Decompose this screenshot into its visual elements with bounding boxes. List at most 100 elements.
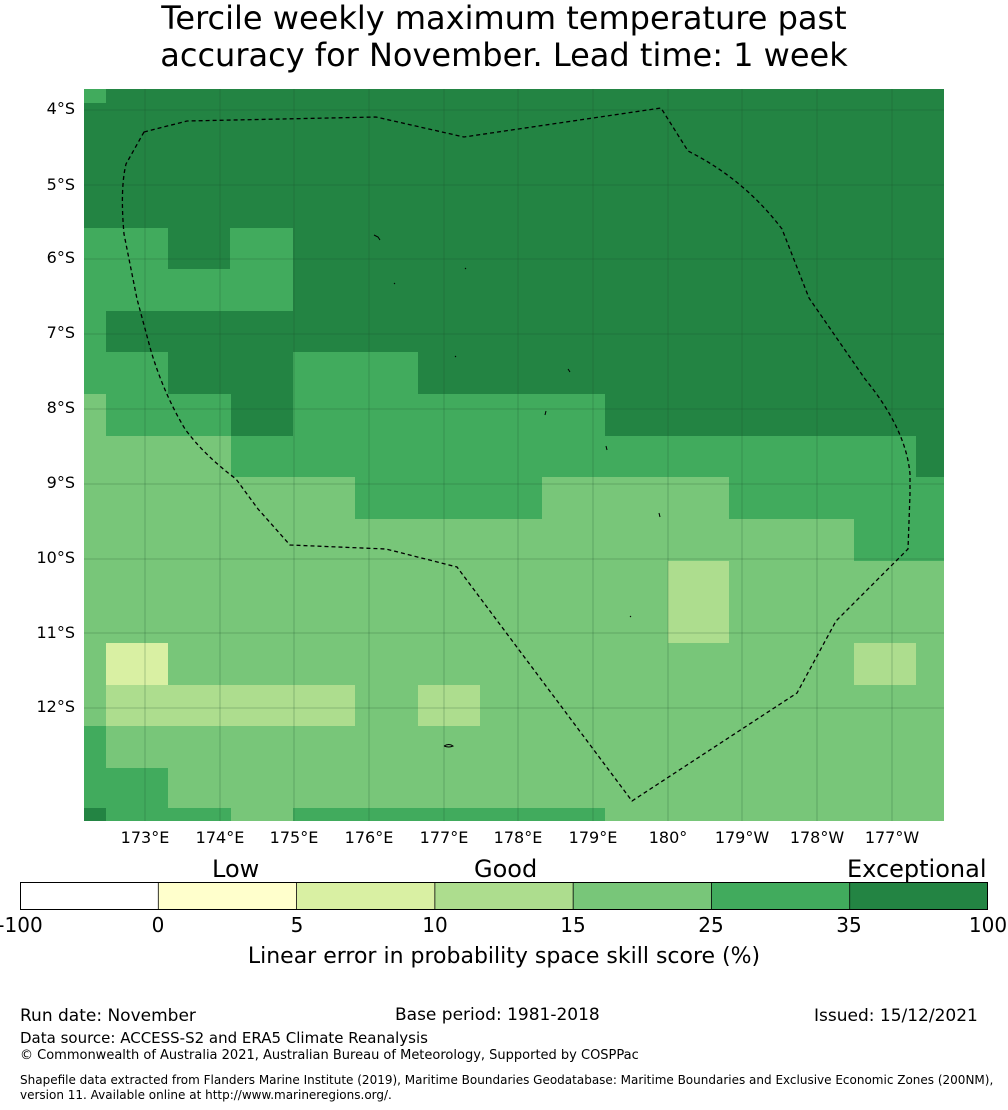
skill-cell xyxy=(854,643,916,685)
skill-cell xyxy=(293,394,605,436)
skill-cell xyxy=(231,436,916,477)
colorbar-swatch xyxy=(158,882,298,910)
island xyxy=(443,744,454,748)
skill-cell xyxy=(916,436,944,477)
lon-label: 179°W xyxy=(714,828,770,847)
lat-label: 11°S xyxy=(36,623,75,642)
island xyxy=(605,445,608,451)
chart-title-line-2: accuracy for November. Lead time: 1 week xyxy=(160,36,848,74)
skill-cell xyxy=(168,352,293,394)
lon-label: 180° xyxy=(648,828,688,847)
lat-label: 7°S xyxy=(46,323,75,342)
islands xyxy=(373,234,661,748)
island xyxy=(544,410,547,416)
lat-label: 12°S xyxy=(36,697,75,716)
issued-date: Issued: 15/12/2021 xyxy=(814,1006,978,1026)
skill-cell xyxy=(168,269,293,311)
colorbar-label: Linear error in probability space skill … xyxy=(247,944,761,969)
map-canvas xyxy=(84,89,944,821)
skill-cell xyxy=(605,394,944,436)
colorbar-tick: 25 xyxy=(698,913,724,937)
skill-cell xyxy=(293,311,944,352)
colorbar xyxy=(20,882,988,910)
lon-label: 178°E xyxy=(493,828,543,847)
run-date: Run date: November xyxy=(20,1006,196,1026)
skill-cell xyxy=(84,103,106,228)
lon-label: 179°E xyxy=(568,828,618,847)
lon-label: 177°E xyxy=(419,828,469,847)
lat-label: 5°S xyxy=(46,175,75,194)
skill-cell xyxy=(418,352,944,394)
skill-cell xyxy=(293,228,944,311)
colorbar-tick: 0 xyxy=(151,913,165,937)
lat-label: 8°S xyxy=(46,398,75,417)
skill-cell xyxy=(106,311,293,352)
island xyxy=(373,234,381,241)
lon-label: 177°W xyxy=(864,828,920,847)
skill-cell xyxy=(542,477,729,519)
lat-label: 6°S xyxy=(46,248,75,267)
skill-cell xyxy=(84,768,168,808)
colorbar-swatch xyxy=(849,882,988,910)
eez-boundary xyxy=(121,107,911,802)
colorbar-tick: 10 xyxy=(422,913,448,937)
skill-cell xyxy=(84,808,106,821)
lon-label: 178°W xyxy=(789,828,845,847)
skill-cell xyxy=(168,228,230,269)
island xyxy=(629,615,632,618)
lat-label: 9°S xyxy=(46,473,75,492)
skill-cell xyxy=(84,394,106,436)
colorbar-tick: 35 xyxy=(836,913,862,937)
skill-cell xyxy=(854,519,944,561)
skill-cell xyxy=(84,311,106,352)
skill-cell xyxy=(293,808,605,821)
colorbar-swatch xyxy=(296,882,436,910)
skill-cell xyxy=(106,394,231,436)
island xyxy=(454,355,457,358)
copyright: © Commonwealth of Australia 2021, Austra… xyxy=(20,1048,639,1063)
lon-label: 176°E xyxy=(344,828,394,847)
skill-cell xyxy=(84,436,231,477)
colorbar-swatch xyxy=(20,882,159,910)
skill-cell xyxy=(230,228,293,269)
island xyxy=(464,267,467,270)
skill-cell xyxy=(84,477,355,519)
island xyxy=(567,368,571,373)
skill-cell xyxy=(84,726,106,768)
island xyxy=(658,512,661,518)
colorbar-swatch xyxy=(711,882,851,910)
skill-cell xyxy=(729,477,944,519)
lon-label: 175°E xyxy=(269,828,319,847)
skill-cell xyxy=(231,394,293,436)
colorbar-swatch xyxy=(434,882,574,910)
category-exceptional-label: Exceptional xyxy=(847,855,987,883)
lat-label: 10°S xyxy=(36,548,75,567)
colorbar-tick: 15 xyxy=(560,913,586,937)
skill-cells xyxy=(84,89,944,821)
skill-cell xyxy=(418,685,480,726)
data-source: Data source: ACCESS-S2 and ERA5 Climate … xyxy=(20,1029,428,1047)
skill-cell xyxy=(84,519,854,561)
gridlines xyxy=(84,89,944,821)
island xyxy=(393,282,396,285)
skill-cell xyxy=(668,561,729,643)
skill-cell xyxy=(106,685,355,726)
category-low-label: Low xyxy=(212,855,260,883)
colorbar-tick: 100 xyxy=(968,913,1008,937)
skill-cell xyxy=(293,352,418,394)
colorbar-swatch xyxy=(573,882,712,910)
skill-cell xyxy=(106,643,168,685)
skill-cell xyxy=(84,228,168,311)
lon-label: 173°E xyxy=(120,828,170,847)
skill-cell xyxy=(106,89,944,228)
skill-cell xyxy=(106,808,231,821)
base-period: Base period: 1981-2018 xyxy=(395,1005,600,1025)
colorbar-frame xyxy=(20,882,988,910)
shapefile-credit-line-1: Shapefile data extracted from Flanders M… xyxy=(20,1073,994,1087)
colorbar-tick: 5 xyxy=(290,913,304,937)
lat-label: 4°S xyxy=(46,99,75,118)
shapefile-credit-line-2: version 11. Available online at http://w… xyxy=(20,1088,392,1102)
skill-cell xyxy=(84,352,168,394)
skill-score-map[interactable] xyxy=(84,89,944,821)
category-good-label: Good xyxy=(474,855,538,883)
